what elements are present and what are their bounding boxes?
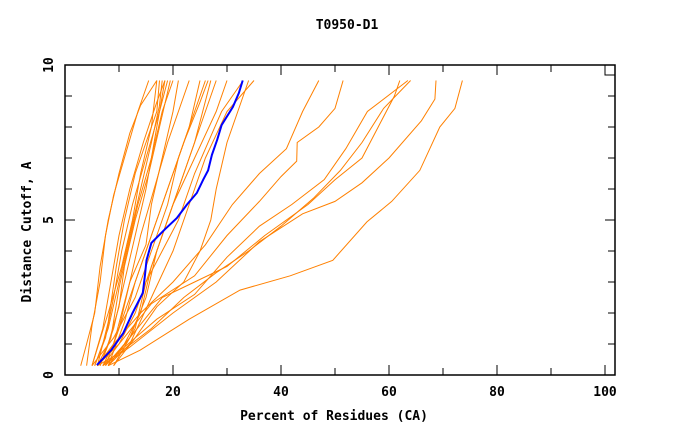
ticks-layer (64, 64, 615, 376)
corner-box (604, 64, 616, 76)
model-curve-12 (113, 80, 244, 366)
x-tick-label: 100 (593, 385, 617, 400)
x-tick-labels: 0 20 40 60 80 100 (61, 385, 617, 400)
model-curve-28 (113, 80, 250, 367)
y-tick-label: 10 (42, 57, 57, 73)
series-layer (80, 80, 463, 367)
x-tick-label: 20 (165, 385, 181, 400)
model-curve-21 (91, 80, 206, 367)
model-curve-25 (105, 80, 179, 366)
model-curve-13 (107, 80, 255, 367)
model-curve-6 (99, 80, 174, 366)
y-tick-label: 5 (42, 216, 57, 224)
x-tick-label: 0 (61, 385, 69, 400)
model-curve-16 (102, 80, 409, 367)
x-axis-label: Percent of Residues (CA) (240, 409, 428, 424)
model-curve-27 (96, 80, 160, 366)
y-tick-label: 0 (42, 371, 57, 379)
y-axis-label: Distance Cutoff, A (20, 161, 35, 302)
chart-title: T0950-D1 (316, 18, 379, 33)
model-curve-14 (105, 80, 401, 367)
highlighted-model-curve (96, 80, 244, 366)
model-curve-17 (107, 80, 463, 367)
model-curve-2 (86, 80, 150, 366)
model-curve-11 (107, 80, 228, 367)
model-curve-23 (99, 80, 166, 366)
model-curve-20 (96, 80, 320, 366)
x-tick-label: 80 (489, 385, 505, 400)
model-curve-3 (91, 80, 166, 366)
model-curve-18 (102, 80, 437, 367)
model-curve-26 (107, 80, 209, 366)
y-tick-labels: 0 5 10 (42, 57, 57, 379)
x-tick-label: 60 (381, 385, 397, 400)
model-curve-22 (94, 80, 163, 366)
x-tick-label: 40 (273, 385, 289, 400)
plot-frame (64, 64, 616, 376)
model-curve-19 (97, 80, 344, 367)
